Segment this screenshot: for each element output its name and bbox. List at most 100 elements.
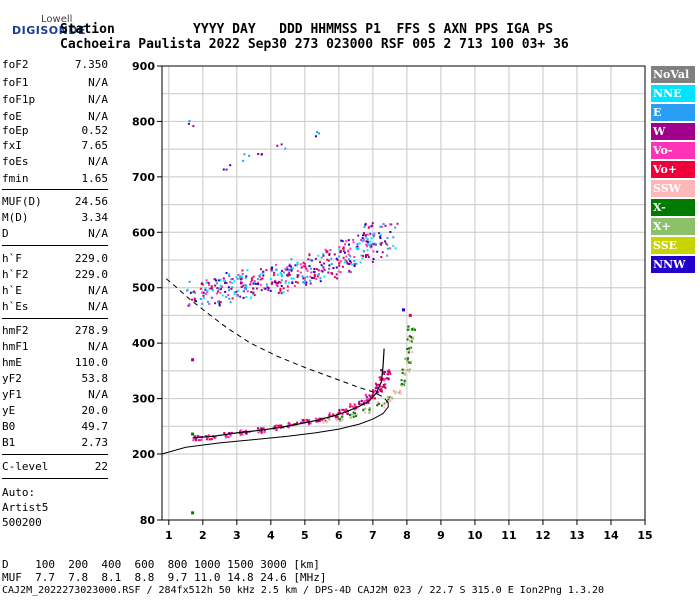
o-trace-echo <box>227 436 230 439</box>
spread-f-echo <box>287 273 290 276</box>
x-trace-echo <box>410 336 413 338</box>
param-row: fxI 7.65 <box>2 139 108 152</box>
o-trace-echo <box>280 424 283 427</box>
x-tick-label: 6 <box>335 529 343 542</box>
x-trace-echo <box>404 372 406 375</box>
spread-f-echo <box>265 283 268 286</box>
spread-f-echo <box>205 281 208 284</box>
oblique-echo <box>314 135 317 138</box>
spread-f-echo <box>245 296 248 298</box>
o-trace-echo <box>260 430 263 432</box>
spread-f-echo <box>259 278 262 281</box>
o-trace-echo <box>338 410 341 413</box>
spread-f-echo <box>228 275 231 278</box>
spread-f-echo <box>246 269 249 272</box>
x-trace-echo <box>408 361 411 364</box>
spread-f-echo <box>239 280 242 283</box>
x-trace-echo <box>340 420 343 422</box>
spread-f-echo <box>356 248 359 251</box>
spread-f-echo <box>342 247 345 250</box>
spread-f-echo <box>326 258 329 261</box>
spread-f-echo <box>276 284 279 287</box>
spread-f-echo <box>353 260 356 262</box>
x-tick-label: 9 <box>437 529 445 542</box>
spread-f-echo <box>317 269 320 272</box>
spread-f-echo <box>270 268 273 271</box>
spread-f-echo <box>286 285 289 288</box>
spread-f-echo <box>218 288 221 291</box>
spread-f-echo <box>215 292 218 295</box>
spread-f-echo <box>241 269 244 272</box>
spread-f-echo <box>242 284 245 287</box>
spread-f-echo <box>291 280 294 283</box>
spread-f-echo <box>308 265 311 268</box>
y-tick-label: 600 <box>132 226 155 239</box>
spread-f-echo <box>253 280 256 283</box>
o-trace-echo <box>341 408 344 411</box>
spread-f-echo <box>297 274 300 277</box>
header-row-1: Station YYYY DAY DDD HHMMSS P1 FFS S AXN… <box>60 22 554 37</box>
legend-item: NNE <box>651 85 695 102</box>
spread-f-echo <box>242 289 245 292</box>
o-trace-echo <box>367 397 370 400</box>
x-trace-echo <box>339 417 342 420</box>
spread-f-echo <box>225 272 228 274</box>
spread-f-echo <box>249 283 252 286</box>
o-trace-echo <box>349 404 352 407</box>
spread-f-echo <box>272 274 275 277</box>
spread-f-echo <box>252 275 255 278</box>
spread-f-echo <box>202 294 205 297</box>
legend-item: X- <box>651 199 695 216</box>
legend-item: SSW <box>651 180 695 197</box>
spread-f-echo <box>341 265 344 268</box>
spread-f-echo <box>240 275 243 278</box>
spread-f-echo <box>389 247 392 250</box>
x-trace-echo <box>414 328 416 331</box>
autoscaling-label: Auto: <box>2 486 36 499</box>
spread-f-echo <box>214 278 217 281</box>
o-trace-echo <box>374 382 377 385</box>
x-trace-echo <box>376 404 379 407</box>
spread-f-echo <box>218 302 221 305</box>
o-trace-echo <box>308 422 311 425</box>
x-trace-echo <box>323 419 325 422</box>
spread-f-echo <box>302 281 305 283</box>
o-trace-echo <box>258 428 261 431</box>
x-trace-echo <box>335 419 338 422</box>
spread-f-echo <box>360 254 363 257</box>
spread-f-echo <box>201 302 204 305</box>
param-row: B0 49.7 <box>2 420 108 433</box>
spread-f-echo <box>313 275 316 278</box>
x-trace-echo <box>354 412 357 415</box>
x-trace-echo <box>408 370 411 373</box>
spread-f-echo <box>293 285 296 287</box>
o-trace-echo <box>342 408 345 411</box>
o-trace-echo <box>223 432 226 434</box>
spread-f-echo <box>229 301 232 304</box>
spread-f-echo <box>338 262 341 265</box>
x-trace-echo <box>400 379 403 382</box>
o-trace-echo <box>384 387 387 389</box>
o-trace-echo <box>241 433 244 436</box>
o-trace-echo <box>226 435 229 438</box>
spread-f-echo <box>376 250 379 253</box>
spread-f-echo <box>296 262 299 264</box>
spread-f-echo <box>299 263 302 266</box>
o-trace-echo <box>379 378 382 381</box>
axis-ticks: 1 2 3 4 5 6 7 8 9 10 11 12 13 14 158020030040050060070… <box>132 60 653 542</box>
spread-f-echo <box>317 274 320 277</box>
o-trace-echo <box>382 371 385 374</box>
x-tick-label: 8 <box>403 529 411 542</box>
spread-f-echo <box>241 281 244 284</box>
spread-f-echo <box>326 250 329 253</box>
spread-f-echo <box>277 281 280 284</box>
spread-f-echo <box>364 223 367 226</box>
param-row: foEs N/A <box>2 155 108 168</box>
spread-f-echo <box>345 255 348 258</box>
o-trace-echo <box>328 412 331 415</box>
spread-f-echo <box>239 295 242 298</box>
o-trace-echo <box>275 424 278 427</box>
o-trace-echo <box>389 372 392 375</box>
spread-f-echo <box>371 222 374 225</box>
spread-f-echo <box>384 224 387 227</box>
